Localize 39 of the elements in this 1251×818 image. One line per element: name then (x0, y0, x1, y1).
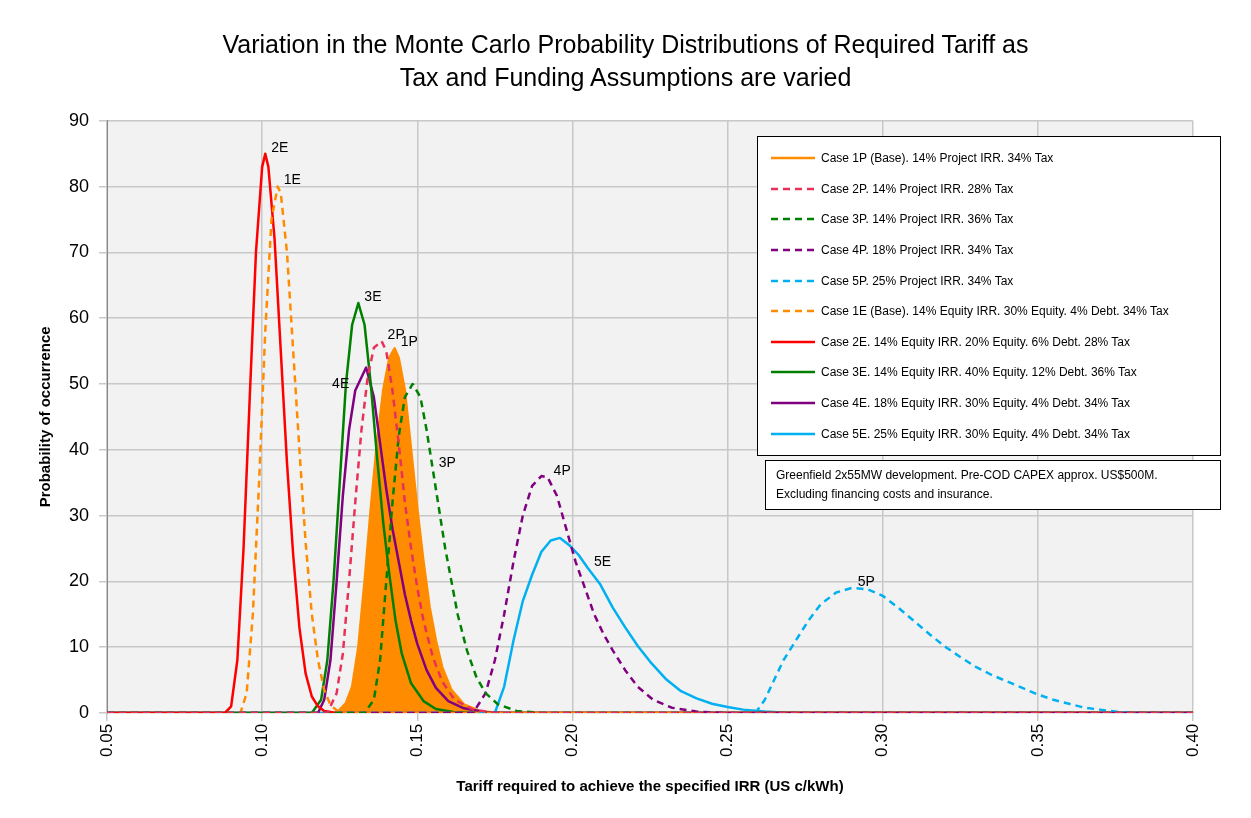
note-box: Greenfield 2x55MW development. Pre-COD CAPEX approx. US$500M. Excluding financing costs and insurance. (765, 460, 1221, 510)
legend-label: Case 4P. 18% Project IRR. 34% Tax (821, 243, 1014, 258)
annotation: 3P (438, 454, 456, 471)
annotation: 4P (553, 462, 571, 479)
x-tick-label: 0.30 (872, 723, 892, 758)
x-tick-label: 0.05 (96, 723, 116, 758)
x-axis-title: Tariff required to achieve the specified IRR (US c/kWh) (456, 777, 844, 795)
annotation: 2E (271, 138, 289, 155)
y-tick-label: 20 (68, 570, 90, 591)
x-tick-label: 0.10 (251, 723, 271, 758)
legend-label: Case 5P. 25% Project IRR. 34% Tax (821, 273, 1014, 288)
legend-label: Case 3P. 14% Project IRR. 36% Tax (821, 212, 1014, 227)
legend-label: Case 4E. 18% Equity IRR. 30% Equity. 4% Debt. 34% Tax (821, 396, 1131, 411)
x-tick-label: 0.20 (562, 723, 582, 758)
legend-label: Case 2E. 14% Equity IRR. 20% Equity. 6% Debt. 28% Tax (821, 334, 1131, 349)
y-tick-label: 60 (68, 307, 90, 328)
legend-label: Case 1P (Base). 14% Project IRR. 34% Tax (821, 151, 1054, 166)
annotation: 5P (857, 572, 875, 589)
legend-label: Case 3E. 14% Equity IRR. 40% Equity. 12% Debt. 36% Tax (821, 365, 1137, 380)
legend-label: Case 1E (Base). 14% Equity IRR. 30% Equity. 4% Debt. 34% Tax (821, 304, 1169, 319)
y-axis-title: Probability of occurrence (36, 326, 54, 508)
y-tick-label: 80 (68, 175, 90, 196)
annotation: 3E (364, 287, 382, 304)
y-tick-label: 40 (68, 438, 90, 459)
annotation: 1E (283, 171, 301, 188)
y-tick-label: 70 (68, 241, 90, 262)
x-tick-label: 0.25 (717, 723, 737, 758)
y-tick-label: 50 (68, 372, 90, 393)
x-tick-label: 0.35 (1027, 723, 1047, 758)
x-tick-label: 0.15 (406, 723, 426, 758)
y-tick-label: 0 (79, 701, 90, 722)
chart-title: Variation in the Monte Carlo Probability Distributions of Required Tariff as Tax and Funding Assumptions are varied (221, 29, 1030, 93)
y-tick-label: 10 (68, 636, 90, 657)
annotation: 5E (593, 553, 612, 570)
x-tick-label: 0.40 (1182, 723, 1202, 758)
y-tick-label: 30 (68, 504, 90, 525)
y-tick-label: 90 (68, 109, 90, 130)
legend-label: Case 5E. 25% Equity IRR. 30% Equity. 4% Debt. 34% Tax (821, 426, 1131, 441)
legend-label: Case 2P. 14% Project IRR. 28% Tax (821, 181, 1014, 196)
